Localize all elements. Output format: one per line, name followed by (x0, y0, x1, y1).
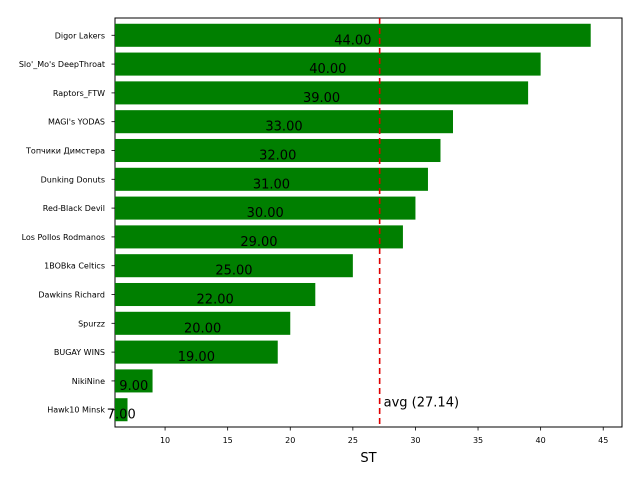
category-label: Топчики Димстера (25, 146, 105, 155)
bar (115, 311, 291, 335)
plot-area (114, 17, 623, 428)
data-label: 29.00 (240, 235, 277, 250)
data-label: 25.00 (215, 264, 252, 279)
x-tick-label: 10 (160, 436, 170, 445)
bar (115, 110, 453, 134)
category-label: Red-Black Devil (43, 204, 105, 213)
x-tick-label: 35 (473, 436, 483, 445)
bar (115, 196, 416, 220)
x-tick-label: 45 (598, 436, 608, 445)
x-axis-ticks: 10 15 20 25 30 35 40 45 (160, 427, 608, 445)
category-label: Los Pollos Rodmanos (22, 233, 105, 242)
average-label: avg (27.14) (384, 396, 459, 411)
data-label: 31.00 (253, 177, 290, 192)
bar (115, 282, 316, 307)
bars-group (115, 23, 591, 422)
category-labels: Digor Lakers Slo'_Mo's DeepThroat Raptors_… (19, 31, 115, 415)
category-label: Dunking Donuts (41, 175, 105, 184)
category-label: Spurzz (78, 319, 105, 328)
bar (115, 369, 153, 393)
data-label: 20.00 (184, 321, 221, 336)
bar (115, 167, 428, 191)
data-label: 44.00 (334, 33, 371, 48)
data-label: 33.00 (265, 120, 302, 135)
data-label: 40.00 (309, 62, 346, 77)
category-label: Slo'_Mo's DeepThroat (19, 60, 105, 69)
category-label: Hawk10 Minsk (47, 406, 105, 415)
x-tick-label: 15 (223, 436, 233, 445)
data-label: 30.00 (247, 206, 284, 221)
x-axis-title: ST (360, 451, 376, 466)
bar (115, 81, 529, 105)
bar (115, 23, 591, 47)
bar (115, 138, 441, 163)
category-label: Digor Lakers (55, 31, 105, 40)
data-label: 22.00 (197, 293, 234, 308)
x-tick-label: 20 (285, 436, 295, 445)
data-label: 19.00 (178, 350, 215, 365)
category-label: Raptors_FTW (53, 89, 105, 98)
data-label: 7.00 (107, 408, 136, 423)
bar (115, 52, 541, 76)
x-tick-label: 30 (410, 436, 420, 445)
bar (115, 398, 128, 422)
category-label: 1BOBka Celtics (44, 262, 105, 271)
bar (115, 340, 278, 364)
category-label: MAGI's YODAS (48, 118, 105, 127)
x-tick-label: 25 (348, 436, 358, 445)
category-label: NikiNine (72, 377, 105, 386)
category-label: Dawkins Richard (38, 291, 105, 300)
bar (115, 254, 353, 278)
data-label: 9.00 (119, 379, 148, 394)
data-label: 39.00 (303, 91, 340, 106)
x-tick-label: 40 (536, 436, 546, 445)
bar (115, 225, 403, 249)
category-label: BUGAY WINS (54, 348, 105, 357)
data-label: 32.00 (259, 148, 296, 163)
